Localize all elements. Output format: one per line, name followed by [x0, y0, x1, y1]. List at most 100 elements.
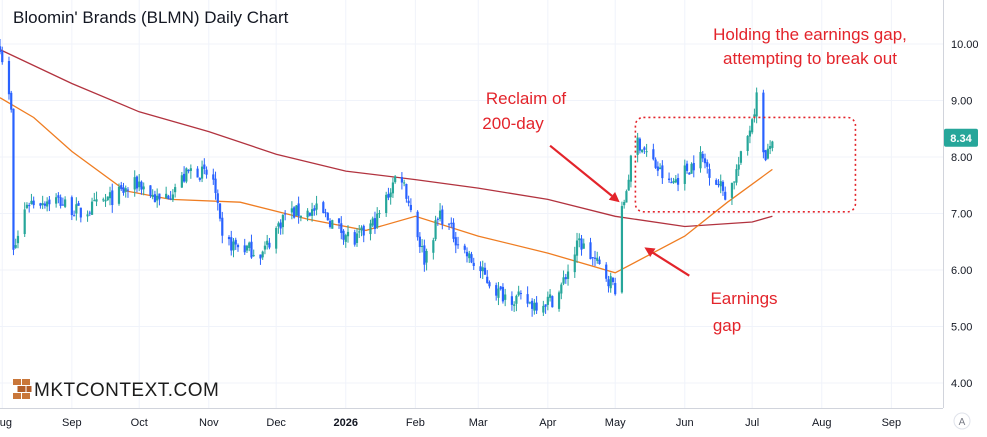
- candle: [497, 282, 500, 306]
- candle: [183, 166, 186, 183]
- holding-gap-annotation-line-2: attempting to break out: [723, 49, 897, 68]
- x-tick-label: Apr: [539, 417, 556, 429]
- candle: [48, 195, 51, 212]
- ma200-line: [0, 49, 773, 228]
- candle: [557, 290, 561, 312]
- candle: [636, 132, 639, 163]
- candle: [423, 239, 426, 272]
- candle: [582, 238, 585, 249]
- candle: [79, 207, 82, 223]
- candle: [284, 210, 287, 221]
- candle: [1, 46, 4, 65]
- breakout-box: [634, 116, 857, 213]
- candle: [605, 262, 608, 282]
- candle: [746, 135, 749, 156]
- candle: [405, 183, 408, 203]
- chart-title: Bloomin' Brands (BLMN) Daily Chart: [13, 8, 289, 27]
- candle: [672, 177, 675, 184]
- candle: [151, 189, 154, 200]
- candle: [670, 177, 673, 184]
- candle: [102, 197, 105, 202]
- reclaim-annotation-line-1: Reclaim of: [486, 89, 567, 108]
- candle: [310, 202, 314, 222]
- candle: [566, 264, 570, 286]
- candle: [667, 172, 671, 183]
- x-tick-label: Sep: [62, 417, 82, 429]
- candle: [266, 234, 269, 250]
- candle: [212, 168, 215, 185]
- candle: [706, 159, 709, 174]
- candle: [198, 177, 201, 182]
- candle: [468, 250, 471, 264]
- price-axis: 10.00 9.00 8.00 7.00 6.00 5.00 4.00: [951, 39, 979, 390]
- candle: [472, 257, 475, 270]
- candle: [315, 195, 318, 216]
- candle: [57, 192, 60, 204]
- candle: [564, 273, 567, 284]
- candle: [755, 87, 758, 124]
- candle: [488, 280, 491, 289]
- candle: [180, 171, 183, 189]
- candle: [373, 211, 377, 234]
- candle: [293, 206, 296, 219]
- y-tick-label: 6.00: [951, 265, 972, 277]
- candle: [28, 202, 31, 213]
- candle: [250, 234, 253, 259]
- candle: [688, 172, 691, 175]
- candle: [248, 241, 251, 252]
- ma50-line: [0, 97, 773, 274]
- candle: [719, 174, 722, 194]
- candle: [328, 218, 332, 229]
- candle: [124, 185, 127, 198]
- candle: [753, 108, 756, 123]
- candle: [59, 194, 62, 209]
- candle: [369, 219, 372, 241]
- candle: [504, 288, 507, 307]
- candle: [313, 205, 316, 216]
- candle: [441, 205, 444, 230]
- candle: [122, 182, 125, 196]
- candle: [196, 166, 199, 178]
- watermark-text: MKTCONTEXT.COM: [34, 380, 219, 401]
- candle: [661, 160, 664, 184]
- auto-scale-toggle[interactable]: A: [953, 412, 971, 430]
- candle: [463, 243, 466, 254]
- candle: [456, 236, 460, 249]
- candle: [515, 294, 518, 312]
- candle: [575, 232, 579, 263]
- candle: [387, 187, 390, 201]
- candle: [544, 304, 547, 314]
- candle: [748, 125, 752, 144]
- candle: [717, 179, 720, 188]
- x-tick-label: Sep: [882, 417, 902, 429]
- candle: [167, 194, 170, 200]
- candle: [358, 224, 361, 239]
- candle: [735, 164, 738, 186]
- earnings-gap-annotation-line-2: gap: [713, 316, 741, 335]
- candle: [355, 228, 359, 247]
- candle: [290, 201, 293, 220]
- candle: [218, 202, 222, 222]
- candle: [447, 223, 451, 230]
- candle: [614, 277, 617, 296]
- candles: [0, 38, 774, 317]
- candle: [346, 225, 350, 243]
- candle: [751, 117, 754, 135]
- candle: [409, 198, 412, 213]
- earnings-gap-annotation-line-1: Earnings: [710, 289, 777, 308]
- candle: [659, 163, 662, 170]
- candle: [470, 251, 473, 264]
- candle: [403, 179, 406, 187]
- candle: [436, 217, 439, 226]
- candle: [676, 173, 680, 192]
- candle: [766, 143, 769, 160]
- candle: [432, 237, 435, 260]
- candle: [342, 229, 345, 245]
- candle: [526, 286, 529, 308]
- candle: [232, 238, 235, 258]
- candle: [203, 158, 206, 175]
- candle: [88, 210, 91, 217]
- candle: [629, 154, 633, 188]
